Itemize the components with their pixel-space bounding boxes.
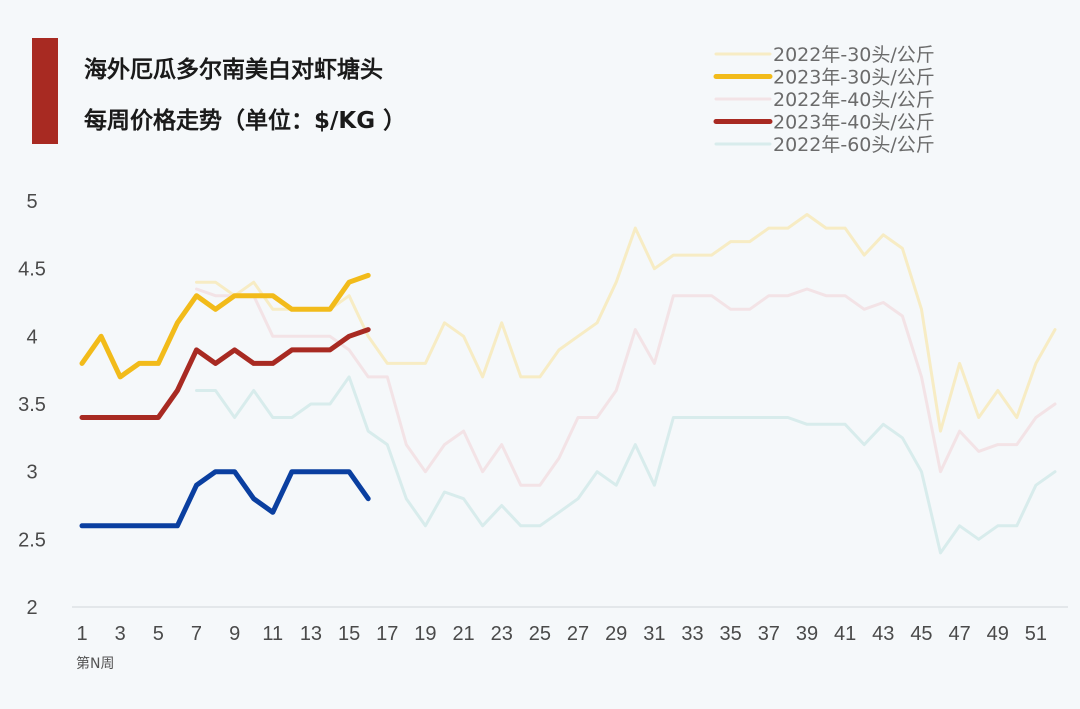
x-tick-label: 33 bbox=[681, 623, 703, 645]
x-axis-label: 第N周 bbox=[76, 655, 114, 672]
series-lines bbox=[79, 213, 1057, 555]
x-tick-label: 47 bbox=[948, 623, 970, 645]
x-tick-label: 9 bbox=[229, 623, 240, 645]
x-tick-label: 25 bbox=[529, 623, 551, 645]
x-tick-label: 37 bbox=[758, 623, 780, 645]
series-line-2 bbox=[195, 287, 1057, 487]
legend-label: 2022年-40头/公斤 bbox=[773, 89, 935, 111]
x-tick-label: 51 bbox=[1025, 623, 1047, 645]
x-tick-label: 43 bbox=[872, 623, 894, 645]
title-accent-bar bbox=[32, 38, 58, 144]
y-tick-label: 4 bbox=[26, 326, 37, 348]
chart-title-line-2: 每周价格走势（单位：$/KG ） bbox=[84, 107, 406, 134]
y-tick-label: 5 bbox=[26, 191, 37, 213]
x-tick-label: 15 bbox=[338, 623, 360, 645]
legend-label: 2023年-30头/公斤 bbox=[773, 67, 935, 89]
x-tick-label: 49 bbox=[987, 623, 1009, 645]
x-tick-label: 1 bbox=[76, 623, 87, 645]
y-tick-label: 3.5 bbox=[18, 394, 46, 416]
x-tick-label: 31 bbox=[643, 623, 665, 645]
series-line-4 bbox=[195, 375, 1057, 555]
x-tick-label: 13 bbox=[300, 623, 322, 645]
x-tick-label: 21 bbox=[452, 623, 474, 645]
x-tick-label: 19 bbox=[414, 623, 436, 645]
legend-label: 2023年-40头/公斤 bbox=[773, 112, 935, 134]
x-tick-label: 27 bbox=[567, 623, 589, 645]
series-line-5 bbox=[79, 469, 371, 529]
x-tick-label: 3 bbox=[115, 623, 126, 645]
x-axis-ticks: 1 3 5 7 9 11 13 15 17 19 21 23 25 27 29 31 33 35 37 39 41 43 4… bbox=[76, 623, 1047, 645]
y-axis-ticks: 2 2.5 3 3.5 4 4.5 5 bbox=[18, 191, 46, 619]
x-tick-label: 17 bbox=[376, 623, 398, 645]
x-tick-label: 11 bbox=[262, 623, 283, 645]
x-tick-label: 45 bbox=[910, 623, 932, 645]
x-tick-label: 23 bbox=[491, 623, 513, 645]
y-tick-label: 3 bbox=[26, 462, 37, 484]
chart-title-line-1: 海外厄瓜多尔南美白对虾塘头 bbox=[84, 56, 383, 83]
x-tick-label: 29 bbox=[605, 623, 627, 645]
x-tick-label: 35 bbox=[720, 623, 742, 645]
legend-label: 2022年-30头/公斤 bbox=[773, 44, 935, 66]
series-line-1 bbox=[79, 272, 371, 380]
y-tick-label: 2.5 bbox=[18, 529, 46, 551]
series-line-0 bbox=[195, 213, 1057, 433]
y-tick-label: 4.5 bbox=[18, 259, 46, 281]
series-line-3 bbox=[79, 327, 371, 420]
x-tick-label: 39 bbox=[796, 623, 818, 645]
legend: 2022年-30头/公斤2023年-30头/公斤2022年-40头/公斤2023… bbox=[713, 44, 935, 156]
x-tick-label: 41 bbox=[834, 623, 856, 645]
x-tick-label: 5 bbox=[153, 623, 164, 645]
x-tick-label: 7 bbox=[191, 623, 202, 645]
y-tick-label: 2 bbox=[26, 597, 37, 619]
legend-label: 2022年-60头/公斤 bbox=[773, 134, 935, 156]
